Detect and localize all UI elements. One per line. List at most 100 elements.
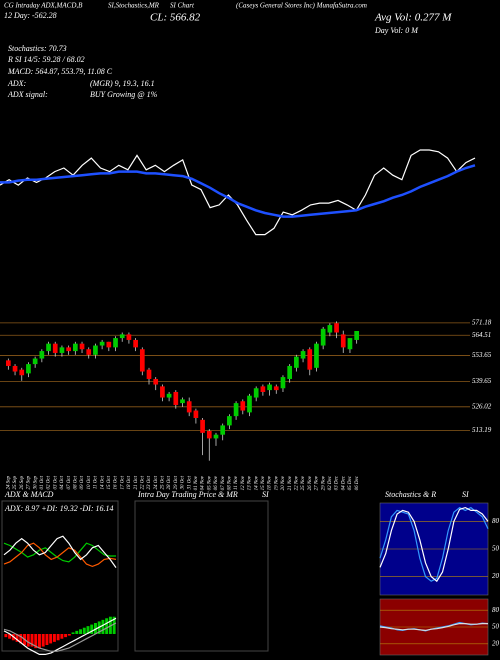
candle-body [300,351,306,359]
x-tick-label: 22 Oct [140,475,145,489]
x-tick-label: 06 Nov [214,475,219,490]
histogram-bar [38,634,41,649]
x-tick-label: 26 Sep [20,476,25,490]
x-tick-label: 03 Oct [53,475,58,489]
candle-body [327,325,333,333]
candle-body [46,343,51,352]
candle-body [307,349,313,370]
x-tick-label: 09 Oct [80,475,85,489]
y-tick-label: 571.18 [472,318,492,326]
panel-title: Stochastics & R [385,490,436,499]
x-tick-label: 20 Nov [281,475,286,490]
x-tick-label: 04 Oct [60,475,65,489]
candle-body [6,360,11,366]
close-text: CL: 566.82 [150,12,201,24]
candle-body [287,365,293,379]
candle-body [253,388,259,398]
candle-body [186,401,192,413]
histogram-bar [82,627,86,634]
x-tick-label: 15 Nov [261,475,266,490]
histogram-bar [30,634,34,647]
x-tick-label: 02 Oct [47,475,52,489]
x-tick-label: 30 Oct [181,475,186,489]
day-vol-text: Day Vol: 0 M [374,26,419,35]
x-tick-label: 16 Oct [114,475,119,489]
histogram-bar [49,634,53,644]
y-tick-label: 20 [492,572,500,580]
macd-text: MACD: 564.87, 553.79, 11.08 C [7,67,113,76]
candle-body [173,391,179,405]
candle-body [320,328,326,346]
line [0,149,476,236]
x-tick-label: 17 Oct [120,475,125,489]
x-tick-label: 07 Nov [221,475,226,490]
y-tick-label: 50 [492,623,500,631]
header-text: SI Chart [170,2,195,10]
rsi-text: R SI 14/5: 59.28 / 68.02 [7,55,85,64]
histogram-bar [41,634,45,647]
line [0,164,476,218]
candle-body [334,323,339,333]
day-text: 12 Day: -562.28 [4,11,57,20]
y-tick-label: 50 [492,545,500,553]
histogram-bar [19,634,23,644]
histogram-bar [34,634,38,649]
x-tick-label: 24 Oct [154,475,159,489]
x-tick-label: 14 Nov [254,475,259,490]
x-tick-label: 19 Nov [274,475,279,490]
y-tick-label: 526.02 [472,402,492,410]
histogram-bar [86,626,90,634]
line [3,617,117,655]
candle-body [93,345,98,355]
candle-body [227,416,232,426]
histogram-bar [90,624,94,634]
histogram-bar [71,632,75,634]
candle-body [240,401,246,411]
candle-body [66,347,71,352]
candle-body [260,386,266,392]
x-tick-label: 03 Dec [335,475,340,490]
y-tick-label: 553.65 [472,351,492,359]
histogram-bar [79,629,82,634]
candle-body [39,351,45,359]
candle-body [340,334,346,348]
histogram-bar [112,616,116,634]
histogram-bar [60,634,64,639]
candle-body [72,343,78,352]
stoch-text: Stochastics: 70.73 [8,44,67,53]
histogram-bar [56,634,60,641]
candle-body [106,341,112,348]
histogram-bar [8,634,12,639]
x-tick-label: 04 Nov [201,475,206,490]
candle-body [160,386,165,398]
x-tick-label: 27 Sep [27,476,32,490]
candle-body [233,403,239,417]
x-tick-label: 24 Sep [6,476,11,490]
candle-body [12,365,18,372]
intraday-panel [134,500,269,652]
panel-title: ADX & MACD [4,490,54,499]
x-tick-label: 25 Sep [13,476,18,490]
histogram-bar [52,634,56,642]
candle-body [52,343,58,353]
x-tick-label: 08 Nov [228,475,233,490]
x-tick-label: 28 Oct [167,475,172,489]
x-tick-label: 14 Oct [100,475,105,489]
histogram-bar [67,634,71,636]
histogram-bar [105,618,109,634]
y-tick-label: 513.19 [472,426,492,434]
line [379,506,489,583]
histogram-bar [45,634,49,645]
line [379,623,488,632]
x-tick-label: 31 Oct [187,475,192,489]
adx-value: (MGR) 9, 19.3, 16.1 [90,79,155,88]
avg-vol-text: Avg Vol: 0.277 M [374,12,452,24]
candle-body [280,377,286,389]
y-tick-label: 539.65 [472,377,492,385]
candle-body [273,386,279,391]
x-tick-label: 05 Dec [348,475,353,490]
panel-title: Intra Day Trading Price & MR [137,490,238,499]
x-tick-label: 21 Nov [288,475,293,490]
y-tick-label: 80 [492,517,500,525]
